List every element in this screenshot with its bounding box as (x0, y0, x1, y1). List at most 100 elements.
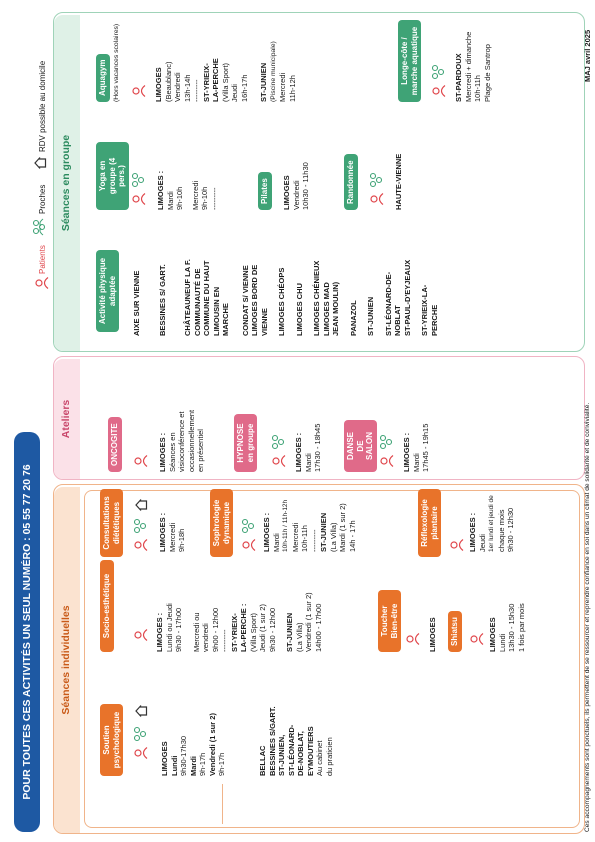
apa-item: LIMOGES BORD DE (250, 264, 259, 336)
apa-item: MARCHE (221, 303, 230, 336)
reflexo-l1: LIMOGES : (468, 512, 477, 552)
longe-l3: 10h-11h (473, 75, 482, 102)
proches-icon (131, 172, 145, 188)
apa-item: ST-LÉONARD-DE- (383, 271, 393, 336)
aquagym-l13: 11h-12h (287, 75, 297, 102)
patient-icon (134, 747, 148, 759)
tag-shiatsu: Shiatsu (448, 611, 462, 652)
tag-reflexo: Réflexologie plantaire (420, 499, 439, 547)
danse-l1: LIMOGES : (402, 432, 411, 472)
legend-patients: Patients (38, 245, 47, 274)
patient-icon (242, 539, 256, 551)
tag-longe: Longe-côte / marche aquatique (400, 26, 419, 96)
legend-rdv: RDV possible au domicile (38, 60, 47, 152)
header-title: POUR TOUTES CES ACTIVITÉS UN SEUL NUMÉRO… (21, 464, 33, 800)
sophro-l4: Mercredi (290, 522, 300, 552)
legend-proches: Proches (38, 184, 47, 214)
tag-danse-box: DANSE DE SALON (344, 420, 377, 472)
apa-item: LIMOUSIN EN (211, 286, 221, 336)
apa-item: VIENNE (259, 308, 269, 336)
hypnose-l3: 17h30 - 18h45 (313, 423, 322, 472)
tag-onco: ONCOGITE (108, 417, 122, 472)
onco-details: LIMOGES : Séances en visioconférence et … (158, 362, 206, 472)
hypnose-l1: LIMOGES : (294, 432, 303, 472)
tag-danse: DANSE DE SALON (346, 432, 374, 461)
aquagym-l1: LIMOGES (154, 67, 163, 102)
tag-longe-box: Longe-côte / marche aquatique (398, 20, 421, 102)
reflexo-details: LIMOGES : Jeudi 1er lundi et jeudi de ch… (468, 490, 516, 552)
soutien-l6: Vendredi (1 sur 2) (207, 713, 217, 776)
soutien-l5: 9h-17h (198, 752, 207, 776)
soutien-details: LIMOGES Lundi 9h30-17h30 Mardi 9h-17h Ve… (160, 646, 227, 776)
tag-hypnose-box: HYPNOSE en groupe (234, 414, 257, 472)
soutien-details-2: BELLAC BESSINES S/GART. ST-JUNIEN, ST-LÉ… (258, 646, 334, 776)
dietetique-l1: LIMOGES : (158, 512, 167, 552)
footer-maj: MAJ avril 2025 (583, 29, 592, 82)
patient-icon (134, 455, 148, 467)
hypnose-l2: Mardi (303, 453, 313, 472)
onco-l1: LIMOGES : (158, 432, 167, 472)
apa-item: JEAN MOULIN) (331, 281, 340, 336)
longe-l4: Plage de Santrop (482, 44, 492, 102)
pilates-details: LIMOGES Vendredi 10h30 - 11h30 (282, 140, 311, 210)
apa-item: PANAZOL (348, 300, 358, 336)
tag-dietetique-label: Consultations diététiques (102, 496, 121, 550)
aquagym-l7: (Villa Sport) (220, 62, 230, 102)
shiatsu-l4: 1 fois par mois (516, 603, 526, 652)
apa-list: AIXE SUR VIENNE BESSINES S/ GART. CHÂTEA… (132, 216, 439, 336)
apa-item: CHÂTEAUNEUF LA F. (183, 259, 192, 336)
reflexo-l3: 1er lundi et jeudi de (488, 495, 495, 552)
apa-item: LIMOGES CHU (294, 283, 304, 336)
dietetique-l3: 9h-18h (177, 528, 186, 552)
individuelles-title: Séances individuelles (60, 605, 72, 715)
aquagym-l12: Mercredi (278, 72, 287, 102)
patient-icon (432, 85, 446, 97)
soutien-l11: ST-LÉONARD- (286, 724, 296, 776)
hypnose-details: LIMOGES : Mardi 17h30 - 18h45 (294, 362, 323, 472)
sophro-l6: ST-JUNIEN (319, 512, 328, 552)
tag-hypnose: HYPNOSE en groupe (236, 423, 255, 463)
apa-item: ST-PAUL-D'EYJEAUX (402, 259, 412, 336)
soutien-l1: LIMOGES (160, 741, 169, 776)
apa-item: AIXE SUR VIENNE (132, 270, 141, 336)
sophro-l1: LIMOGES : (262, 512, 271, 552)
aquagym-l2: (Beaublanc) (163, 61, 173, 102)
apa-item: PERCHE (429, 304, 439, 336)
tag-yoga-box: Yoga en groupe (4 pers.) (96, 142, 129, 210)
proches-icon (369, 172, 383, 188)
home-icon (135, 705, 148, 717)
onco-l2: Séances en (167, 432, 177, 472)
patient-icon (450, 539, 464, 551)
longe-l2: Mercredi + dimanche (463, 31, 473, 102)
soutien-l4: Mardi (188, 755, 198, 776)
patient-icon (134, 539, 148, 551)
tag-socio: Socio-esthétique (100, 560, 114, 652)
header-banner: POUR TOUTES CES ACTIVITÉS UN SEUL NUMÉRO… (14, 432, 40, 832)
patient-icon (132, 85, 146, 97)
soutien-l8: BELLAC (258, 745, 267, 776)
pilates-l1: LIMOGES (282, 175, 291, 210)
onco-l4: occasionnellement (186, 409, 196, 472)
danse-l2: Mardi (411, 453, 421, 472)
soutien-l12: DE-NOBLAT, (296, 731, 305, 776)
longe-l1: ST-PARDOUX (454, 53, 463, 102)
apa-item: LIMOGES CHÉNIEUX (312, 260, 321, 336)
aquagym-l6: LA-PERCHE (211, 58, 220, 102)
tag-sophro-box: Sophrologie dynamique (210, 489, 233, 557)
yoga-l3: 9h-10h (175, 186, 184, 210)
tag-dietetique-box: Consultations diététiques (100, 489, 123, 557)
patient-icon (132, 193, 146, 205)
onco-l3: visioconférence et (177, 411, 186, 472)
patient-icon (272, 455, 286, 467)
reflexo-l2: Jeudi (477, 534, 487, 552)
apa-item: NOBLAT (393, 305, 402, 336)
aquagym-l5: ST-YRIEIX- (201, 63, 211, 102)
tag-toucher: Toucher Bien-être (378, 590, 401, 652)
yoga-l2: Mardi (165, 191, 175, 210)
aquagym-l11: (Piscine municipale) (269, 41, 277, 102)
proches-icon (241, 518, 255, 534)
row-divider (222, 784, 223, 824)
patient-icon (35, 277, 49, 289)
